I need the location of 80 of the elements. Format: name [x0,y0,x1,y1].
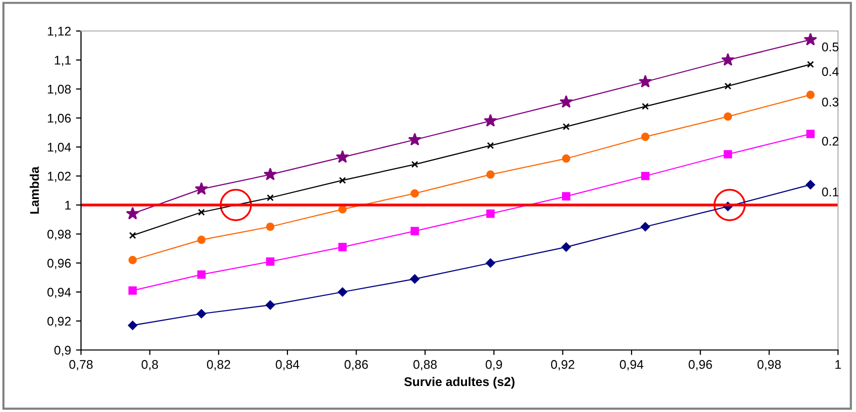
series-label: 0.2 [822,136,838,146]
point [806,130,815,138]
point [486,210,495,218]
point [640,222,650,232]
x-tick-label: 0,96 [688,360,712,370]
point [806,180,816,190]
point [411,160,418,168]
y-tick-label: 1,12 [48,26,71,38]
point [410,226,419,236]
x-tick-label: 0,92 [551,360,574,370]
point [339,176,346,184]
point [562,123,570,130]
x-tick-label: 0,98 [758,360,781,370]
point [486,170,495,179]
point [197,270,206,279]
point [266,222,274,231]
point [806,90,815,99]
point [338,287,348,297]
point [264,168,277,180]
point [562,192,570,200]
point [196,309,206,318]
point [129,232,136,239]
point [198,208,205,216]
y-tick-label: 1,02 [48,172,71,182]
point [128,256,137,264]
point [338,242,347,252]
point [724,82,732,90]
x-axis-title: Survie adultes (s2) [404,376,514,389]
point [410,274,420,284]
point [642,102,649,110]
y-axis-title: Lambda [30,166,39,214]
y-tick-label: 0,9 [54,346,71,356]
x-tick-label: 1 [835,360,841,369]
series-label: 0.4 [822,67,839,76]
x-tick-label: 0,82 [206,360,230,370]
point [562,242,571,252]
x-tick-label: 0,78 [69,360,93,370]
point [724,150,732,158]
point [410,189,419,198]
point [807,60,814,68]
point [338,205,347,214]
point [408,132,422,146]
x-tick-label: 0,9 [486,360,502,370]
y-tick-label: 1,04 [48,142,71,154]
y-tick-label: 0,94 [47,288,71,298]
point [562,154,570,163]
x-tick-label: 0,8 [142,360,158,370]
point [197,236,206,244]
x-tick-label: 0,84 [276,360,300,370]
y-tick-label: 0,92 [47,316,71,328]
point [724,112,732,121]
y-tick-label: 0,98 [47,230,71,240]
series-label: 0.1 [822,188,838,196]
point [638,74,652,88]
point [128,320,138,330]
point [641,172,650,180]
point [266,300,275,310]
x-tick-label: 0,86 [344,360,368,370]
point [336,150,350,163]
point [486,142,494,150]
y-tick-label: 0,96 [47,258,71,270]
y-tick-label: 1,06 [48,114,71,124]
point [194,182,208,195]
point [721,53,735,66]
point [266,257,274,266]
point [560,95,573,108]
series-label: 0.5 [822,42,838,52]
y-tick-label: 1 [65,200,71,210]
point [128,286,137,295]
x-tick-label: 0,94 [620,360,644,370]
y-tick-label: 1,1 [54,56,71,66]
point [126,206,140,220]
series-label: 0.3 [822,98,838,106]
point [486,258,496,268]
point [266,194,274,202]
point [804,32,818,46]
y-tick-label: 1,08 [48,84,71,96]
x-tick-label: 0,88 [413,360,437,370]
point [641,132,650,142]
point [484,114,498,127]
